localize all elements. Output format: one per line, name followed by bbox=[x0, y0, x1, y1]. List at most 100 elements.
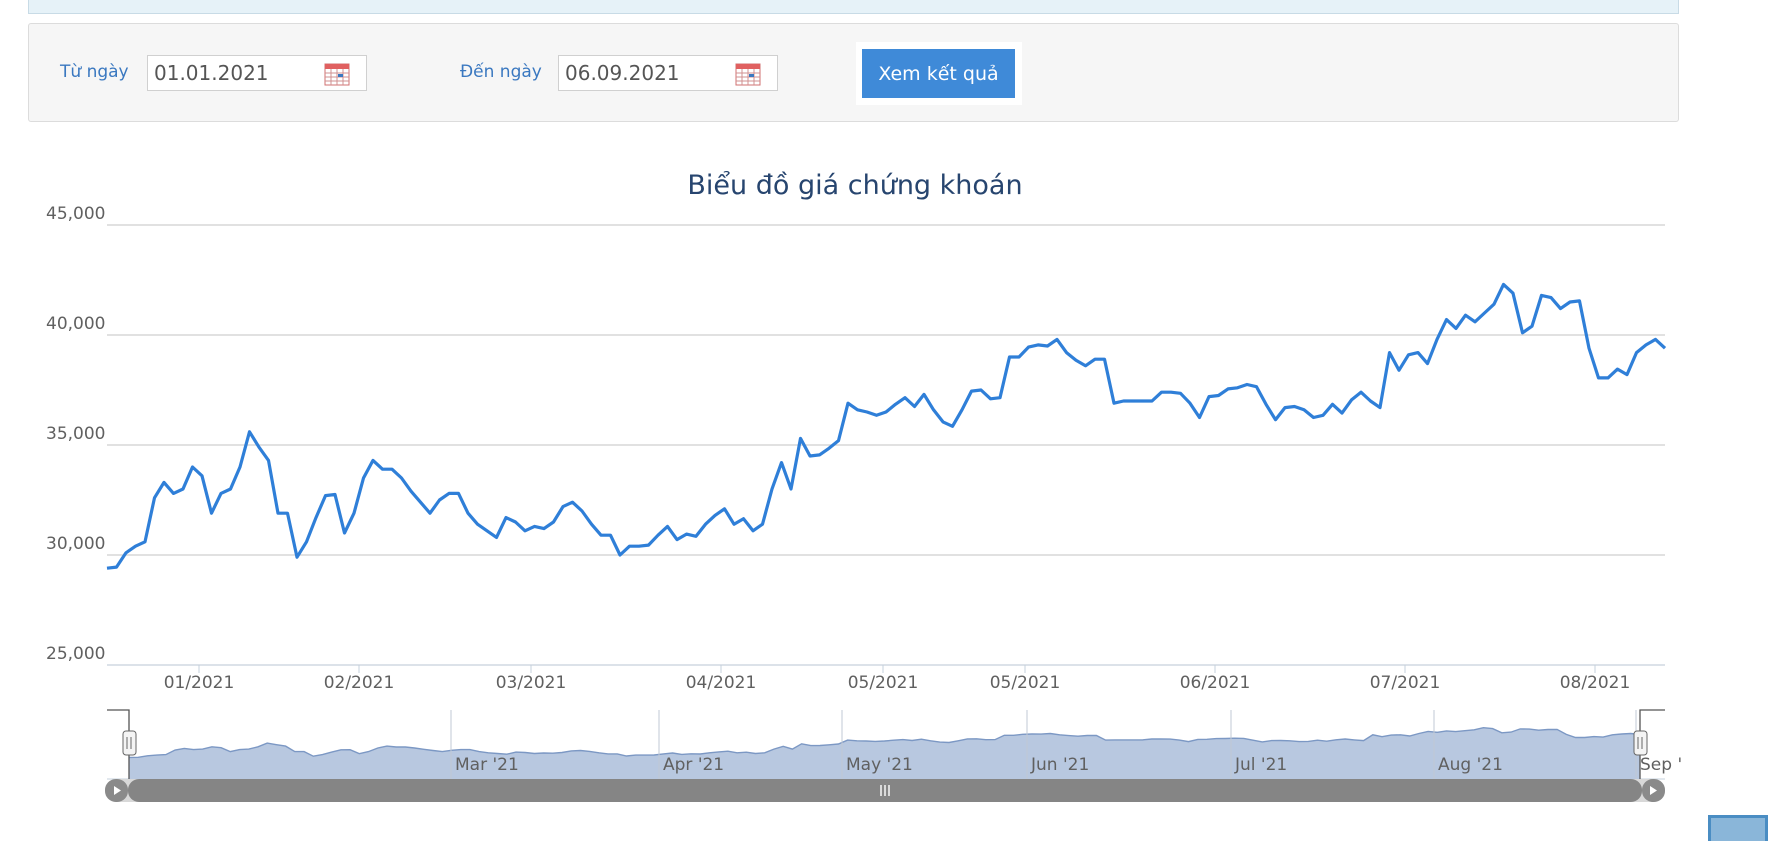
navigator-outline-right bbox=[1639, 709, 1665, 779]
data-point bbox=[1474, 320, 1477, 323]
data-point bbox=[809, 455, 812, 458]
data-point bbox=[1293, 405, 1296, 408]
data-point bbox=[913, 405, 916, 408]
data-point bbox=[790, 488, 793, 491]
navigator-label: Apr '21 bbox=[663, 755, 724, 775]
data-point bbox=[1217, 394, 1220, 397]
data-point bbox=[438, 499, 441, 502]
data-point bbox=[353, 512, 356, 515]
to-date-label: Đến ngày bbox=[460, 62, 542, 82]
from-date-field bbox=[147, 55, 367, 91]
data-point bbox=[1151, 400, 1154, 403]
calendar-icon[interactable] bbox=[324, 62, 350, 86]
data-point bbox=[153, 496, 156, 499]
data-point bbox=[1369, 400, 1372, 403]
data-point bbox=[1436, 338, 1439, 341]
data-point bbox=[267, 459, 270, 462]
navigator-outline-left bbox=[107, 709, 130, 779]
submit-button[interactable]: Xem kết quả bbox=[862, 49, 1015, 98]
x-tick-label: 08/2021 bbox=[1560, 673, 1631, 693]
data-point bbox=[1635, 351, 1638, 354]
data-point bbox=[343, 532, 346, 535]
data-point bbox=[590, 523, 593, 526]
y-tick-label: 35,000 bbox=[46, 424, 105, 444]
data-point bbox=[1094, 358, 1097, 361]
data-point bbox=[1246, 383, 1249, 386]
data-point bbox=[1265, 403, 1268, 406]
data-point bbox=[1008, 356, 1011, 359]
y-tick-label: 30,000 bbox=[46, 534, 105, 554]
data-point bbox=[229, 488, 232, 491]
navigator-label: May '21 bbox=[846, 755, 913, 775]
data-point bbox=[334, 493, 337, 496]
data-point bbox=[1645, 344, 1648, 347]
data-point bbox=[1360, 391, 1363, 394]
y-tick-label: 40,000 bbox=[46, 314, 105, 334]
data-point bbox=[1160, 391, 1163, 394]
data-point bbox=[1331, 403, 1334, 406]
data-point bbox=[1550, 296, 1553, 299]
data-point bbox=[182, 488, 185, 491]
y-tick-label: 45,000 bbox=[46, 204, 105, 224]
data-point bbox=[524, 529, 527, 532]
data-point bbox=[134, 545, 137, 548]
data-point bbox=[799, 437, 802, 440]
data-point bbox=[1122, 400, 1125, 403]
data-point bbox=[543, 527, 546, 530]
navigator-label: Aug '21 bbox=[1438, 755, 1503, 775]
x-tick-label: 06/2021 bbox=[1180, 673, 1251, 693]
to-date-input[interactable] bbox=[565, 59, 725, 87]
data-point bbox=[210, 512, 213, 515]
calendar-icon[interactable] bbox=[735, 62, 761, 86]
data-point bbox=[932, 408, 935, 411]
data-point bbox=[1588, 347, 1591, 350]
navigator-handle-left[interactable] bbox=[122, 730, 137, 756]
x-tick-label: 07/2021 bbox=[1370, 673, 1441, 693]
data-point bbox=[628, 545, 631, 548]
navigator-label: Sep ' bbox=[1640, 755, 1682, 775]
data-point bbox=[685, 533, 688, 536]
data-point bbox=[381, 468, 384, 471]
data-point bbox=[1103, 358, 1106, 361]
data-point bbox=[1597, 377, 1600, 380]
data-point bbox=[1037, 344, 1040, 347]
data-point bbox=[533, 525, 536, 528]
data-point bbox=[666, 525, 669, 528]
data-point bbox=[1065, 351, 1068, 354]
data-point bbox=[780, 461, 783, 464]
from-date-input[interactable] bbox=[154, 59, 314, 87]
data-point bbox=[828, 447, 831, 450]
data-point bbox=[695, 535, 698, 538]
data-point bbox=[1455, 327, 1458, 330]
data-point bbox=[1569, 301, 1572, 304]
data-point bbox=[277, 512, 280, 515]
x-tick-label: 03/2021 bbox=[496, 673, 567, 693]
navigator-handle-right[interactable] bbox=[1633, 730, 1648, 756]
data-point bbox=[1170, 391, 1173, 394]
data-point bbox=[286, 512, 289, 515]
data-point bbox=[704, 523, 707, 526]
data-point bbox=[619, 554, 622, 557]
data-point bbox=[866, 411, 869, 414]
data-point bbox=[1540, 294, 1543, 297]
data-point bbox=[1531, 325, 1534, 328]
data-point bbox=[818, 454, 821, 457]
back-to-top-button[interactable] bbox=[1708, 815, 1768, 841]
data-point bbox=[562, 505, 565, 508]
x-tick-label: 05/2021 bbox=[848, 673, 919, 693]
data-point bbox=[191, 466, 194, 469]
data-point bbox=[1018, 356, 1021, 359]
data-point bbox=[1578, 300, 1581, 303]
arrow-right-icon bbox=[1650, 786, 1657, 795]
data-point bbox=[125, 551, 128, 554]
data-point bbox=[372, 459, 375, 462]
data-point bbox=[638, 545, 641, 548]
data-point bbox=[1464, 314, 1467, 317]
data-point bbox=[1132, 400, 1135, 403]
data-point bbox=[714, 514, 717, 517]
data-point bbox=[733, 523, 736, 526]
data-point bbox=[676, 538, 679, 541]
data-point bbox=[1208, 395, 1211, 398]
data-point bbox=[609, 534, 612, 537]
